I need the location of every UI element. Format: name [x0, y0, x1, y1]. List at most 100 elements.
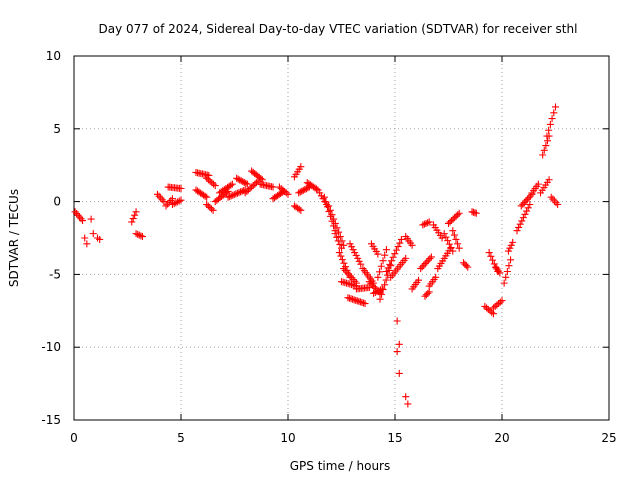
- data-point: [298, 187, 306, 195]
- data-point: [493, 301, 501, 309]
- data-point: [204, 202, 212, 210]
- data-point: [462, 262, 470, 270]
- data-point: [87, 215, 95, 223]
- data-point: [382, 267, 390, 275]
- data-point: [137, 232, 145, 240]
- series-seg-45: [387, 254, 410, 281]
- data-point: [357, 260, 365, 268]
- data-point: [496, 298, 504, 306]
- data-point: [420, 261, 428, 269]
- data-point: [522, 197, 530, 205]
- data-point: [206, 203, 214, 211]
- series-seg-04: [94, 234, 104, 243]
- data-point: [132, 230, 140, 238]
- data-point: [335, 249, 343, 257]
- data-point: [547, 193, 555, 201]
- data-point: [378, 285, 386, 293]
- data-point: [446, 218, 454, 226]
- data-point: [376, 295, 384, 303]
- series-seg-62: [481, 302, 497, 318]
- data-point: [393, 317, 401, 325]
- data-point: [424, 219, 432, 227]
- data-point: [517, 202, 525, 210]
- data-point: [543, 132, 551, 140]
- data-point: [552, 103, 559, 111]
- data-point: [550, 109, 558, 117]
- series-seg-55: [430, 221, 446, 242]
- data-point: [129, 215, 137, 223]
- y-tick-label: -15: [41, 413, 61, 427]
- series-seg-02: [81, 234, 91, 248]
- data-point: [386, 260, 394, 268]
- data-point: [397, 235, 405, 243]
- data-point: [373, 288, 381, 296]
- data-point: [243, 187, 251, 195]
- data-point: [449, 227, 457, 235]
- data-point: [523, 195, 531, 203]
- data-point: [420, 220, 428, 228]
- series-seg-21: [256, 180, 277, 191]
- data-point: [489, 256, 497, 264]
- data-point: [423, 258, 431, 266]
- data-point: [295, 205, 303, 213]
- series-seg-73: [543, 103, 559, 140]
- series-seg-57: [440, 230, 457, 255]
- data-point: [71, 208, 79, 216]
- data-point: [472, 209, 480, 217]
- data-point: [302, 185, 310, 193]
- data-point: [427, 253, 435, 261]
- data-point: [489, 304, 497, 312]
- data-point: [282, 189, 290, 197]
- data-point: [203, 174, 211, 182]
- series-seg-69: [517, 190, 536, 210]
- data-point: [209, 206, 217, 214]
- data-point: [170, 200, 178, 208]
- y-tick-label: -10: [41, 340, 61, 354]
- data-point: [490, 260, 498, 268]
- data-point: [381, 281, 389, 289]
- data-point: [296, 188, 304, 196]
- data-point: [211, 182, 219, 190]
- data-point: [545, 176, 553, 184]
- series-seg-46: [393, 317, 403, 348]
- data-point: [519, 214, 527, 222]
- data-point: [393, 348, 401, 356]
- series-seg-12: [192, 186, 211, 201]
- data-point: [322, 198, 330, 206]
- data-point: [89, 230, 97, 238]
- series-seg-74: [547, 193, 562, 209]
- data-point: [338, 244, 345, 252]
- series-seg-25: [290, 163, 305, 181]
- data-point: [160, 198, 168, 206]
- data-point: [297, 163, 305, 171]
- data-point: [502, 273, 510, 281]
- data-point: [449, 247, 457, 255]
- x-tick-label: 10: [280, 431, 295, 445]
- data-point: [77, 215, 85, 223]
- data-point: [384, 264, 392, 272]
- data-point: [374, 273, 382, 281]
- series-seg-09: [164, 183, 185, 192]
- data-point: [375, 287, 383, 295]
- series-seg-68: [513, 201, 534, 235]
- data-point: [454, 211, 462, 219]
- series-seg-07: [153, 190, 168, 206]
- data-point: [402, 254, 410, 262]
- data-point: [540, 146, 548, 154]
- data-point: [135, 231, 143, 239]
- data-point: [550, 197, 558, 205]
- data-point: [506, 244, 514, 252]
- data-point: [487, 252, 495, 260]
- data-point: [237, 177, 245, 185]
- data-point: [248, 183, 256, 191]
- data-point: [417, 265, 425, 273]
- data-point: [452, 212, 460, 220]
- data-point: [445, 240, 453, 248]
- x-tick-label: 20: [494, 431, 509, 445]
- x-tick-label: 25: [601, 431, 616, 445]
- data-point: [235, 189, 243, 197]
- data-point: [491, 302, 499, 310]
- series-seg-59: [449, 227, 463, 252]
- data-point: [396, 239, 404, 247]
- data-point: [249, 182, 257, 190]
